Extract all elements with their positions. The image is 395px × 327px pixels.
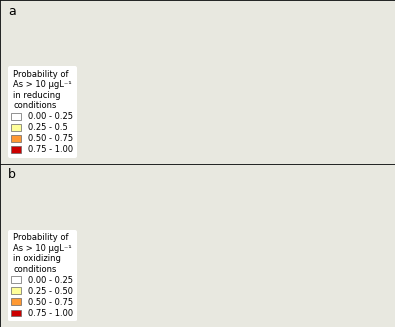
Legend: 0.00 - 0.25, 0.25 - 0.50, 0.50 - 0.75, 0.75 - 1.00: 0.00 - 0.25, 0.25 - 0.50, 0.50 - 0.75, 0… [8,230,77,321]
FancyBboxPatch shape [0,0,395,164]
Legend: 0.00 - 0.25, 0.25 - 0.5, 0.50 - 0.75, 0.75 - 1.00: 0.00 - 0.25, 0.25 - 0.5, 0.50 - 0.75, 0.… [8,66,77,158]
Text: a: a [8,5,16,18]
FancyBboxPatch shape [0,164,395,327]
Text: b: b [8,168,16,181]
